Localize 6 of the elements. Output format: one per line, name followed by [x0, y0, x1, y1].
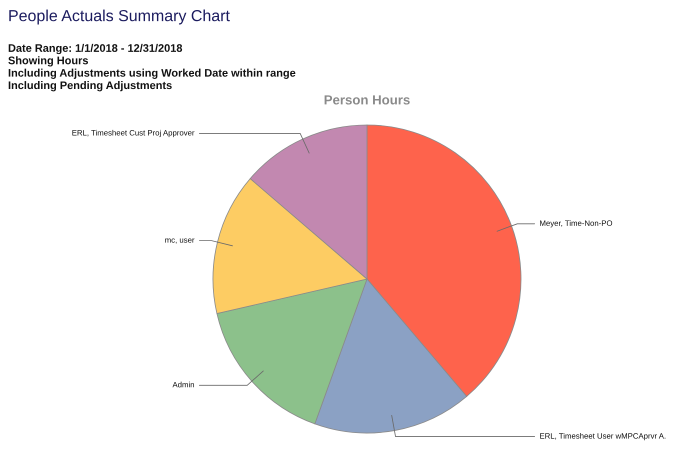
text: Including Pending Adjustments [8, 81, 172, 92]
chart-title: People Actuals Summary Chart [9, 10, 230, 24]
text: Showing Hours [8, 56, 88, 67]
text: Including Adjustments using Worked Date within range [8, 68, 296, 79]
chart-subtitle: Person Hours [324, 95, 410, 105]
text: Date Range: 1/1/2018 - 12/31/2018 [8, 44, 182, 54]
